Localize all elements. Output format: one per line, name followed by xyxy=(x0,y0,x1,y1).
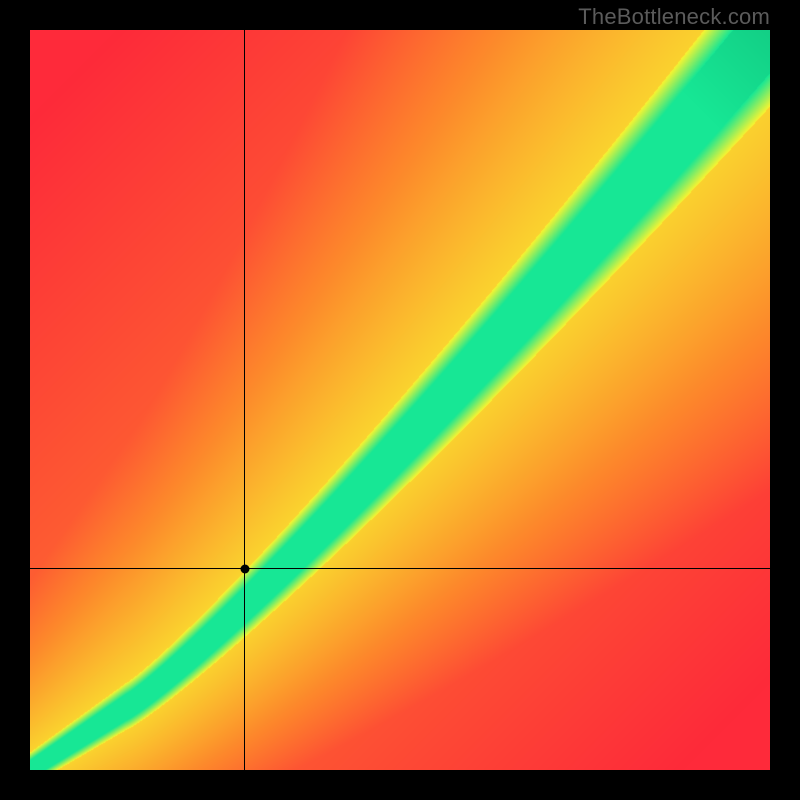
crosshair-vertical xyxy=(244,30,245,770)
heatmap-canvas xyxy=(30,30,770,770)
crosshair-horizontal xyxy=(30,568,770,569)
plot-area xyxy=(30,30,770,770)
marker-dot xyxy=(240,564,249,573)
chart-frame: TheBottleneck.com xyxy=(0,0,800,800)
attribution-label: TheBottleneck.com xyxy=(578,4,770,30)
